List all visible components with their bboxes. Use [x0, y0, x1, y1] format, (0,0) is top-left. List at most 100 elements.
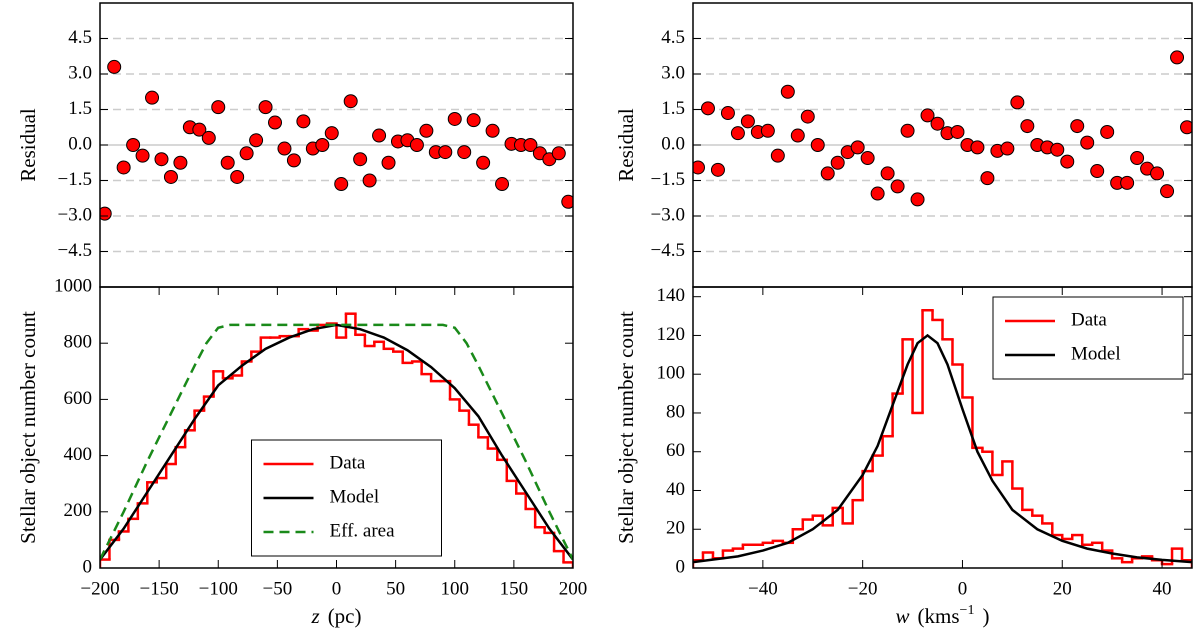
x-axis-label: z (pc) — [311, 604, 362, 628]
y-tick-label: 40 — [666, 479, 685, 500]
y-tick-label: 140 — [657, 285, 686, 306]
residual-point — [1180, 120, 1192, 135]
y-tick-label: 1.5 — [661, 98, 685, 119]
residual-point — [258, 100, 273, 115]
residual-point — [850, 140, 865, 155]
legend-box — [992, 296, 1184, 380]
residual-point — [910, 192, 925, 207]
residual-point — [1000, 141, 1015, 156]
residual-point — [324, 126, 339, 141]
residual-point — [135, 148, 150, 163]
axes-frame — [99, 286, 574, 569]
residual-point — [409, 138, 424, 152]
model-line — [693, 333, 1192, 564]
x-tick-label: −200 — [80, 578, 119, 599]
residual-point — [116, 160, 131, 175]
residual-point — [277, 141, 292, 156]
residual-point — [381, 155, 396, 170]
residual-point — [810, 138, 825, 152]
residual-point — [1130, 151, 1145, 166]
model-line — [100, 323, 573, 561]
residual-point — [1080, 135, 1095, 150]
residual-point — [334, 177, 349, 192]
plot-area — [693, 309, 1192, 568]
legend: Data Model — [992, 296, 1184, 380]
y-tick-label: 3.0 — [68, 62, 92, 83]
residual-point — [710, 162, 725, 177]
residual-point — [870, 186, 885, 201]
residual-point — [880, 166, 895, 181]
residual-point — [800, 109, 815, 124]
residual-point — [211, 100, 226, 115]
residual-point — [1070, 119, 1085, 134]
axes-frame — [692, 286, 1193, 569]
legend-label: Model — [330, 486, 380, 507]
residual-point — [860, 151, 875, 166]
residual-point — [495, 177, 510, 192]
residual-point — [466, 113, 481, 128]
x-tick-label: 150 — [500, 578, 529, 599]
y-tick-label: 0 — [676, 556, 686, 577]
residual-point — [1120, 175, 1135, 190]
y-tick-label: 200 — [64, 500, 93, 521]
residual-point — [730, 126, 745, 141]
x-tick-label: −150 — [140, 578, 179, 599]
residual-point — [790, 128, 805, 143]
residual-point — [447, 111, 462, 126]
residual-point — [950, 124, 965, 139]
legend-label: Eff. area — [330, 520, 396, 541]
x-tick-label: −100 — [199, 578, 238, 599]
y-tick-label: 100 — [657, 363, 686, 384]
x-tick-label: −50 — [263, 578, 293, 599]
residual-point — [476, 155, 491, 170]
legend-label: Data — [1071, 309, 1107, 330]
residual-point — [930, 116, 945, 131]
plot-area — [100, 312, 573, 568]
y-tick-label: 20 — [666, 518, 685, 539]
x-tick-label: 200 — [559, 578, 588, 599]
residual-point — [201, 130, 216, 145]
residual-point — [920, 108, 935, 123]
y-tick-label: −4.5 — [651, 240, 685, 261]
residual-point — [163, 169, 178, 184]
x-tick-label: 20 — [1053, 578, 1072, 599]
y-axis-label: Stellar object number count — [614, 311, 638, 544]
plot-area — [693, 37, 1192, 253]
residual-point — [107, 59, 122, 74]
residual-point — [551, 146, 566, 161]
y-tick-label: −1.5 — [651, 169, 685, 190]
y-tick-label: 400 — [64, 444, 93, 465]
residual-point — [362, 173, 377, 188]
residual-point — [1060, 154, 1075, 169]
x-tick-label: −20 — [848, 578, 878, 599]
residual-point — [268, 115, 283, 130]
x-tick-label: 100 — [441, 578, 470, 599]
residual-point — [145, 90, 160, 105]
residual-point — [770, 148, 785, 163]
residual-point — [419, 123, 434, 138]
residual-point — [900, 123, 915, 138]
y-tick-label: 800 — [64, 332, 93, 353]
residual-point — [693, 160, 705, 175]
residual-point — [720, 106, 735, 121]
y-tick-label: −3.0 — [58, 204, 92, 225]
residual-point — [230, 169, 245, 184]
residual-point — [173, 155, 188, 170]
residual-point — [286, 153, 301, 168]
y-tick-label: 600 — [64, 388, 93, 409]
x-tick-label: 50 — [386, 578, 405, 599]
residual-point — [239, 146, 254, 161]
residual-point — [740, 114, 755, 129]
residual-point — [820, 166, 835, 181]
residual-point — [343, 94, 358, 109]
x-tick-label: 0 — [332, 578, 342, 599]
y-tick-label: −3.0 — [651, 204, 685, 225]
residual-point — [1100, 124, 1115, 139]
residual-point — [890, 179, 905, 194]
y-tick-label: 0.0 — [68, 133, 92, 154]
y-axis-label: Residual — [16, 108, 40, 182]
residual-point — [760, 123, 775, 138]
residual-point — [315, 138, 330, 152]
residual-point — [220, 155, 235, 170]
